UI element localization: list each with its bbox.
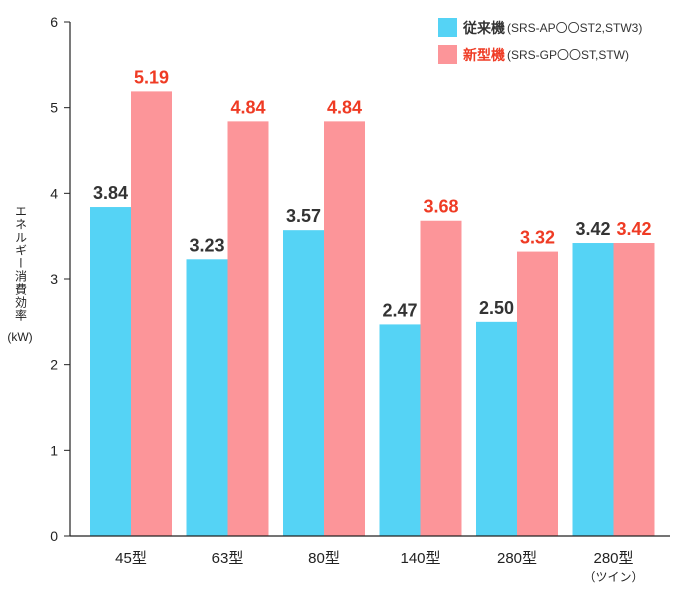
bar-new: [420, 220, 462, 536]
bar-new: [613, 243, 655, 536]
y-tick-label: 0: [50, 528, 58, 544]
y-tick-label: 5: [50, 100, 58, 116]
data-label-new: 3.32: [520, 228, 555, 248]
y-tick-label: 1: [50, 442, 58, 458]
data-label-old: 2.47: [382, 300, 417, 320]
bar-new: [517, 251, 558, 536]
data-label-new: 5.19: [134, 67, 169, 87]
bar-old: [379, 324, 421, 536]
legend-name-new: 新型機: [463, 46, 505, 63]
data-label-old: 3.84: [93, 183, 128, 203]
x-tick-label: 80型: [308, 550, 340, 567]
data-label-new: 4.84: [327, 97, 362, 117]
legend-model-old: (SRS-AP〇〇ST2,STW3): [507, 21, 643, 35]
data-label-new: 4.84: [230, 97, 265, 117]
bar-new: [131, 91, 172, 536]
y-axis-label-text: エネルギー消費効率: [13, 205, 28, 322]
y-tick-label: 4: [50, 185, 58, 201]
data-label-old: 3.57: [286, 206, 321, 226]
legend-swatch-new: [438, 45, 457, 64]
legend-model-new: (SRS-GP〇〇ST,STW): [507, 48, 629, 62]
x-tick-label: 140型: [400, 550, 440, 567]
legend-item-old: 従来機 (SRS-AP〇〇ST2,STW3): [438, 18, 642, 37]
bar-old: [90, 207, 131, 537]
data-label-old: 3.23: [189, 235, 224, 255]
bar-old: [186, 259, 228, 536]
legend: 従来機 (SRS-AP〇〇ST2,STW3) 新型機 (SRS-GP〇〇ST,S…: [438, 18, 642, 72]
bar-old: [283, 230, 324, 537]
bar-new: [324, 121, 365, 536]
data-label-old: 2.50: [479, 298, 514, 318]
data-label-new: 3.42: [616, 219, 651, 239]
x-tick-label: 280型: [497, 550, 537, 567]
legend-name-old: 従来機: [463, 19, 505, 36]
y-axis-label: エネルギー消費効率 (kW): [0, 205, 40, 345]
y-tick-label: 6: [50, 14, 58, 30]
x-tick-sublabel: （ツイン）: [583, 570, 643, 584]
legend-swatch-old: [438, 18, 457, 37]
y-tick-label: 3: [50, 271, 58, 287]
data-label-old: 3.42: [575, 219, 610, 239]
bar-new: [227, 121, 269, 536]
y-axis-unit: (kW): [7, 330, 33, 344]
x-tick-label: 63型: [212, 550, 244, 567]
bar-old: [572, 243, 614, 536]
y-tick-label: 2: [50, 357, 58, 373]
x-tick-label: 280型: [593, 550, 633, 567]
x-tick-label: 45型: [115, 550, 147, 567]
legend-item-new: 新型機 (SRS-GP〇〇ST,STW): [438, 45, 642, 64]
bar-old: [476, 321, 517, 536]
data-label-new: 3.68: [423, 197, 458, 217]
